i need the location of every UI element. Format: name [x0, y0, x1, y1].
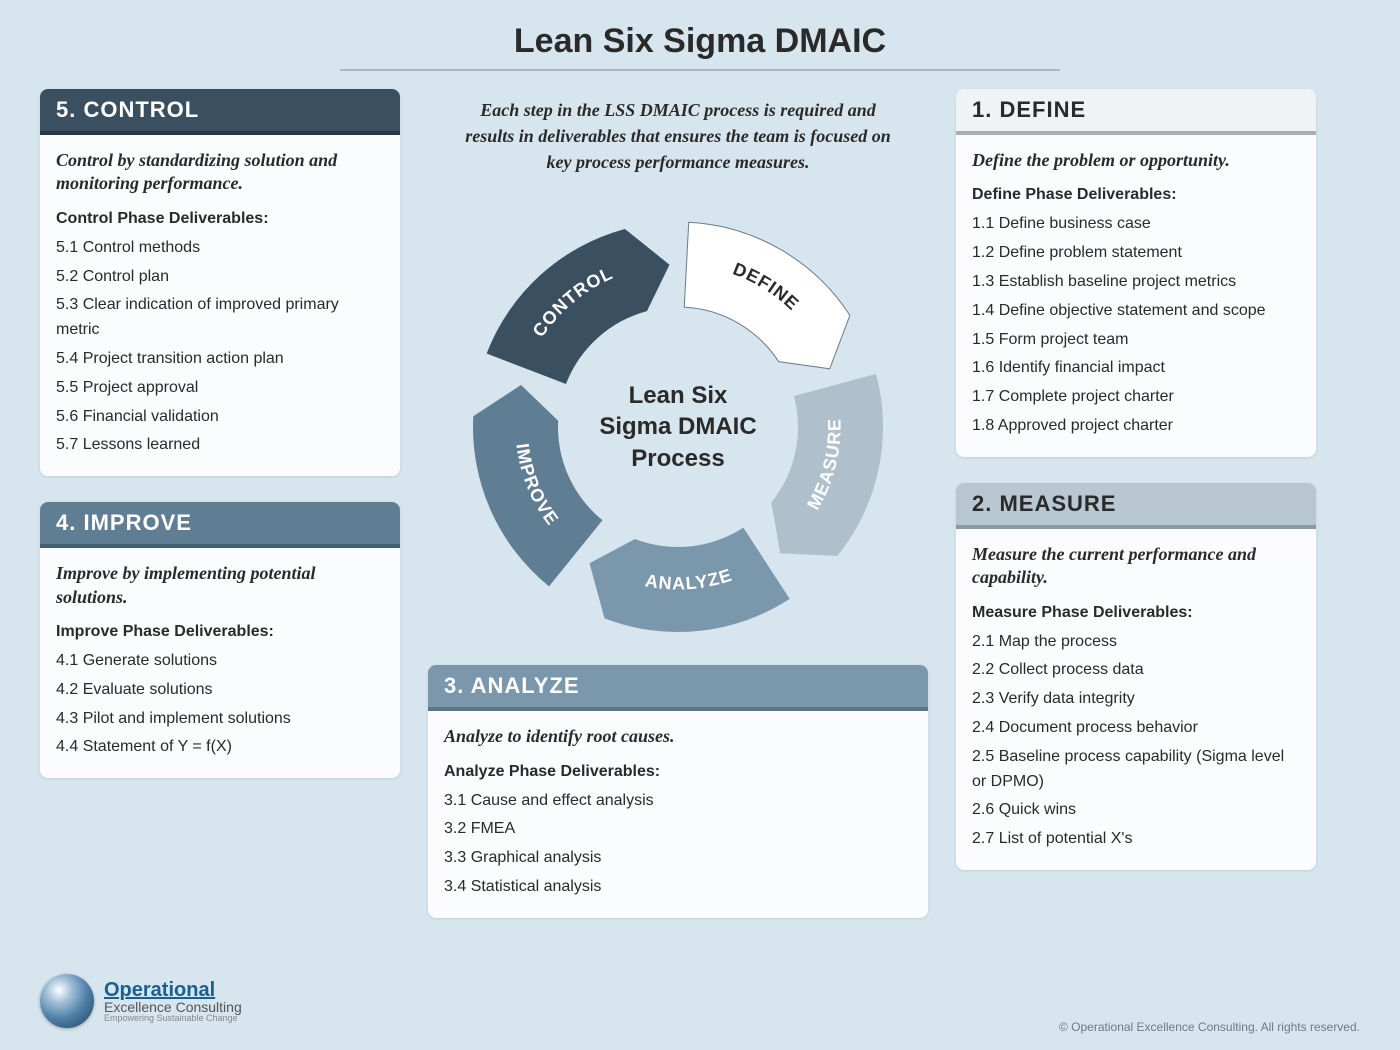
footer-logo: Operational Excellence Consulting Empowe… [40, 974, 242, 1028]
cycle-center-text: Lean Six Sigma DMAIC Process [578, 381, 778, 475]
list-item: 3.1 Cause and effect analysis [444, 787, 912, 816]
phase-subtitle-define: Define the problem or opportunity. [956, 135, 1316, 182]
logo-globe-icon [40, 974, 94, 1028]
list-item: 1.3 Establish baseline project metrics [972, 268, 1300, 297]
list-item: 5.7 Lessons learned [56, 431, 384, 460]
cycle-center-line3: Process [578, 443, 778, 474]
list-item: 1.5 Form project team [972, 326, 1300, 355]
list-item: 1.6 Identify financial impact [972, 354, 1300, 383]
list-item: 5.1 Control methods [56, 234, 384, 263]
cycle-diagram: DEFINEMEASUREANALYZEIMPROVECONTROL Lean … [448, 197, 908, 657]
logo-line3: Empowering Sustainable Change [104, 1014, 242, 1023]
deliv-list-define: 1.1 Define business case1.2 Define probl… [956, 210, 1316, 456]
phase-card-measure: 2. MEASURE Measure the current performan… [956, 483, 1316, 870]
left-column: 5. CONTROL Control by standardizing solu… [40, 89, 400, 944]
center-column: Each step in the LSS DMAIC process is re… [428, 89, 928, 944]
center-intro: Each step in the LSS DMAIC process is re… [443, 89, 913, 193]
list-item: 3.3 Graphical analysis [444, 844, 912, 873]
list-item: 5.5 Project approval [56, 374, 384, 403]
phase-subtitle-analyze: Analyze to identify root causes. [428, 711, 928, 758]
deliv-title-control: Control Phase Deliverables: [40, 206, 400, 234]
list-item: 4.3 Pilot and implement solutions [56, 705, 384, 734]
list-item: 3.4 Statistical analysis [444, 873, 912, 902]
list-item: 2.4 Document process behavior [972, 714, 1300, 743]
list-item: 2.3 Verify data integrity [972, 685, 1300, 714]
list-item: 1.2 Define problem statement [972, 239, 1300, 268]
list-item: 5.3 Clear indication of improved primary… [56, 291, 384, 345]
logo-line1: Operational [104, 980, 242, 1000]
list-item: 2.2 Collect process data [972, 656, 1300, 685]
deliv-list-measure: 2.1 Map the process2.2 Collect process d… [956, 628, 1316, 870]
right-column: 1. DEFINE Define the problem or opportun… [956, 89, 1316, 944]
deliv-title-measure: Measure Phase Deliverables: [956, 600, 1316, 628]
title-underline [340, 69, 1060, 71]
list-item: 5.6 Financial validation [56, 403, 384, 432]
deliv-list-analyze: 3.1 Cause and effect analysis3.2 FMEA3.3… [428, 787, 928, 918]
phase-card-improve: 4. IMPROVE Improve by implementing poten… [40, 502, 400, 778]
list-item: 1.4 Define objective statement and scope [972, 297, 1300, 326]
columns: 5. CONTROL Control by standardizing solu… [0, 79, 1400, 944]
list-item: 4.4 Statement of Y = f(X) [56, 733, 384, 762]
list-item: 3.2 FMEA [444, 815, 912, 844]
phase-card-analyze: 3. ANALYZE Analyze to identify root caus… [428, 665, 928, 918]
phase-header-measure: 2. MEASURE [956, 483, 1316, 529]
deliv-title-improve: Improve Phase Deliverables: [40, 619, 400, 647]
deliv-title-define: Define Phase Deliverables: [956, 182, 1316, 210]
list-item: 2.7 List of potential X's [972, 825, 1300, 854]
phase-card-control: 5. CONTROL Control by standardizing solu… [40, 89, 400, 476]
list-item: 1.1 Define business case [972, 210, 1300, 239]
list-item: 5.2 Control plan [56, 263, 384, 292]
list-item: 1.7 Complete project charter [972, 383, 1300, 412]
phase-header-control: 5. CONTROL [40, 89, 400, 135]
phase-subtitle-control: Control by standardizing solution and mo… [40, 135, 400, 206]
list-item: 1.8 Approved project charter [972, 412, 1300, 441]
logo-line2: Excellence Consulting [104, 1000, 242, 1014]
list-item: 2.1 Map the process [972, 628, 1300, 657]
cycle-segment-control [487, 229, 670, 384]
logo-text: Operational Excellence Consulting Empowe… [104, 980, 242, 1023]
phase-header-analyze: 3. ANALYZE [428, 665, 928, 711]
list-item: 4.2 Evaluate solutions [56, 676, 384, 705]
copyright: © Operational Excellence Consulting. All… [1059, 1020, 1360, 1034]
phase-header-improve: 4. IMPROVE [40, 502, 400, 548]
phase-header-define: 1. DEFINE [956, 89, 1316, 135]
deliv-list-control: 5.1 Control methods5.2 Control plan5.3 C… [40, 234, 400, 476]
cycle-center-line2: Sigma DMAIC [578, 412, 778, 443]
list-item: 2.5 Baseline process capability (Sigma l… [972, 743, 1300, 797]
title-text: Lean Six Sigma DMAIC [514, 22, 886, 60]
deliv-title-analyze: Analyze Phase Deliverables: [428, 759, 928, 787]
deliv-list-improve: 4.1 Generate solutions4.2 Evaluate solut… [40, 647, 400, 778]
phase-subtitle-measure: Measure the current performance and capa… [956, 529, 1316, 600]
phase-subtitle-improve: Improve by implementing potential soluti… [40, 548, 400, 619]
list-item: 2.6 Quick wins [972, 796, 1300, 825]
page-title: Lean Six Sigma DMAIC [0, 0, 1400, 79]
list-item: 4.1 Generate solutions [56, 647, 384, 676]
list-item: 5.4 Project transition action plan [56, 345, 384, 374]
cycle-center-line1: Lean Six [578, 381, 778, 412]
phase-card-define: 1. DEFINE Define the problem or opportun… [956, 89, 1316, 457]
